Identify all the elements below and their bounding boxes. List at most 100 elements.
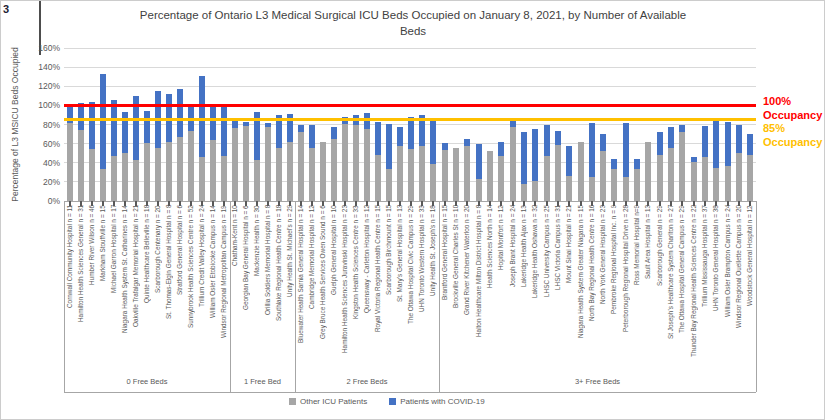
bar-covid: [386, 124, 392, 170]
bar-covid: [243, 122, 249, 127]
gridline: [64, 48, 756, 49]
bar-other-icu: [668, 148, 674, 201]
bar-other-icu: [713, 168, 719, 201]
bar-other-icu: [320, 142, 326, 201]
bar-other-icu: [67, 123, 73, 201]
bar-covid: [521, 132, 527, 184]
y-tick-label: 40%: [20, 158, 60, 168]
bar-other-icu: [679, 132, 685, 201]
bar-other-icu: [476, 179, 482, 201]
x-axis-label: North Bay Regional Health Centre n = 16: [587, 205, 596, 368]
x-axis-label: Hopital Montfort n = 12: [496, 205, 505, 368]
group-label: 0 Free Beds: [64, 376, 230, 388]
y-tick-label: 100%: [20, 100, 60, 110]
bar-other-icu: [566, 176, 572, 201]
x-axis-label: Scarborough Centenary n = 20: [153, 205, 162, 368]
x-axis-label: Royal Victoria Regional Health Centre n …: [373, 205, 382, 368]
annotation-85-label: Occupancy: [763, 136, 825, 150]
bar-covid: [713, 121, 719, 169]
annotation-85-value: 85%: [763, 122, 825, 136]
x-axis-label: Michael Garron Hospital n = 17: [109, 205, 118, 368]
x-axis-label: Cambridge Memorial Hospital n = 12: [307, 205, 316, 368]
bar-other-icu: [702, 157, 708, 201]
bar-other-icu: [623, 177, 629, 201]
x-axis-label: LHSC University Campus n = 25: [542, 205, 551, 368]
bar-covid: [544, 125, 550, 157]
bar-other-icu: [122, 153, 128, 201]
bar-covid: [668, 127, 674, 148]
bar-other-icu: [166, 142, 172, 201]
bar-other-icu: [464, 146, 470, 201]
bar-covid: [89, 102, 95, 150]
bar-other-icu: [375, 155, 381, 201]
x-axis-label: Woodstock General Hospital n = 12: [745, 205, 754, 368]
bar-other-icu: [555, 145, 561, 201]
x-axis-label: Queensway - Carleton Hospital n = 12: [362, 205, 371, 368]
chart-title-line2: Beds: [61, 23, 765, 39]
bar-other-icu: [397, 146, 403, 201]
bar-other-icu: [487, 151, 493, 201]
x-axis-label: Georgian Bay General Hospital n = 6: [241, 205, 250, 368]
y-tick-label: 120%: [20, 81, 60, 91]
y-tick-label: 140%: [20, 62, 60, 72]
category-axis-bottom-border: [64, 392, 756, 393]
x-axis-label: Bluewater Health Sarnia General Hospital…: [296, 205, 305, 368]
x-axis-label: Mount Sinai Hospital n = 21: [564, 205, 573, 368]
bar-other-icu: [645, 142, 651, 201]
x-axis-label: Oakville Trafalgar Memorial Hospital n =…: [131, 205, 140, 368]
bar-other-icu: [408, 149, 414, 201]
x-axis-label: Grand River Kitchener Waterloo n = 20: [462, 205, 471, 368]
bar-covid: [309, 125, 315, 149]
bar-other-icu: [386, 169, 392, 201]
x-axis-label: UHN Toronto General Hospital n = 38: [711, 205, 720, 368]
x-axis-label: Peterborough Regional Hospital Drive n =…: [621, 205, 630, 368]
x-axis-label: Orillia Soldiers Memorial Hospital n = 8: [263, 205, 272, 368]
x-axis-label: Halton Healthcare Milton District Hospit…: [474, 205, 483, 368]
bar-other-icu: [747, 155, 753, 201]
bar-other-icu: [691, 162, 697, 201]
bar-other-icu: [342, 124, 348, 201]
x-axis-label: Health Sciences North n = 14: [485, 205, 494, 368]
bar-other-icu: [133, 160, 139, 201]
bar-other-icu: [155, 148, 161, 201]
x-axis-label: LHSC Victoria Campus n = 31: [553, 205, 562, 368]
bar-covid: [298, 125, 304, 132]
x-axis-label: William Osler Brampton Campus n = 24: [723, 205, 732, 368]
bar-other-icu: [430, 164, 436, 201]
bar-covid: [747, 134, 753, 155]
x-axis-label: Mackenzie Health n = 30: [252, 205, 261, 368]
x-axis-label: Windsor Regional Metropolitan Campus n =…: [219, 205, 228, 368]
bar-covid: [600, 134, 606, 151]
group-separator: [439, 201, 440, 392]
x-axis-label: Markham Stouffville n = 15: [98, 205, 107, 368]
y-tick-label: 0%: [20, 196, 60, 206]
bar-other-icu: [578, 142, 584, 201]
bar-other-icu: [298, 132, 304, 201]
group-label: 1 Free Bed: [230, 376, 295, 388]
bar-covid: [331, 127, 337, 138]
legend-item-covid: Patients with COVID-19: [389, 397, 484, 406]
bar-covid: [210, 105, 216, 139]
bar-other-icu: [521, 184, 527, 201]
bar-covid: [100, 74, 106, 170]
bar-other-icu: [442, 150, 448, 201]
bar-other-icu: [276, 148, 282, 201]
y-tick-label: 160%: [20, 43, 60, 53]
x-axis-label: Humber River Wilson n = 46: [87, 205, 96, 368]
bar-other-icu: [100, 169, 106, 201]
reference-line-100: [64, 104, 756, 107]
x-axis-label: Brockville General Charles St n = 10: [451, 205, 460, 368]
x-axis-label: Hamilton Health Sciences Juravinski Hosp…: [340, 205, 349, 368]
x-axis-label: William Osler Etobicoke Campus n = 14: [208, 205, 217, 368]
x-axis-label: Thunder Bay Regional Health Sciences Cen…: [689, 205, 698, 368]
x-axis-label: Hamilton Health Sciences General n = 31: [76, 205, 85, 368]
legend: Other ICU Patients Patients with COVID-1…: [289, 397, 485, 406]
x-axis-label: Ross Memorial Hospital n=9: [632, 205, 641, 368]
bar-other-icu: [265, 127, 271, 201]
x-axis-label: North York General Hospital n = 23: [598, 205, 607, 368]
bar-other-icu: [544, 156, 550, 201]
bar-covid: [408, 117, 414, 150]
bar-other-icu: [725, 166, 731, 201]
x-axis-label: Niagara Health System Greater Niagara n …: [576, 205, 585, 368]
bar-other-icu: [232, 128, 238, 201]
